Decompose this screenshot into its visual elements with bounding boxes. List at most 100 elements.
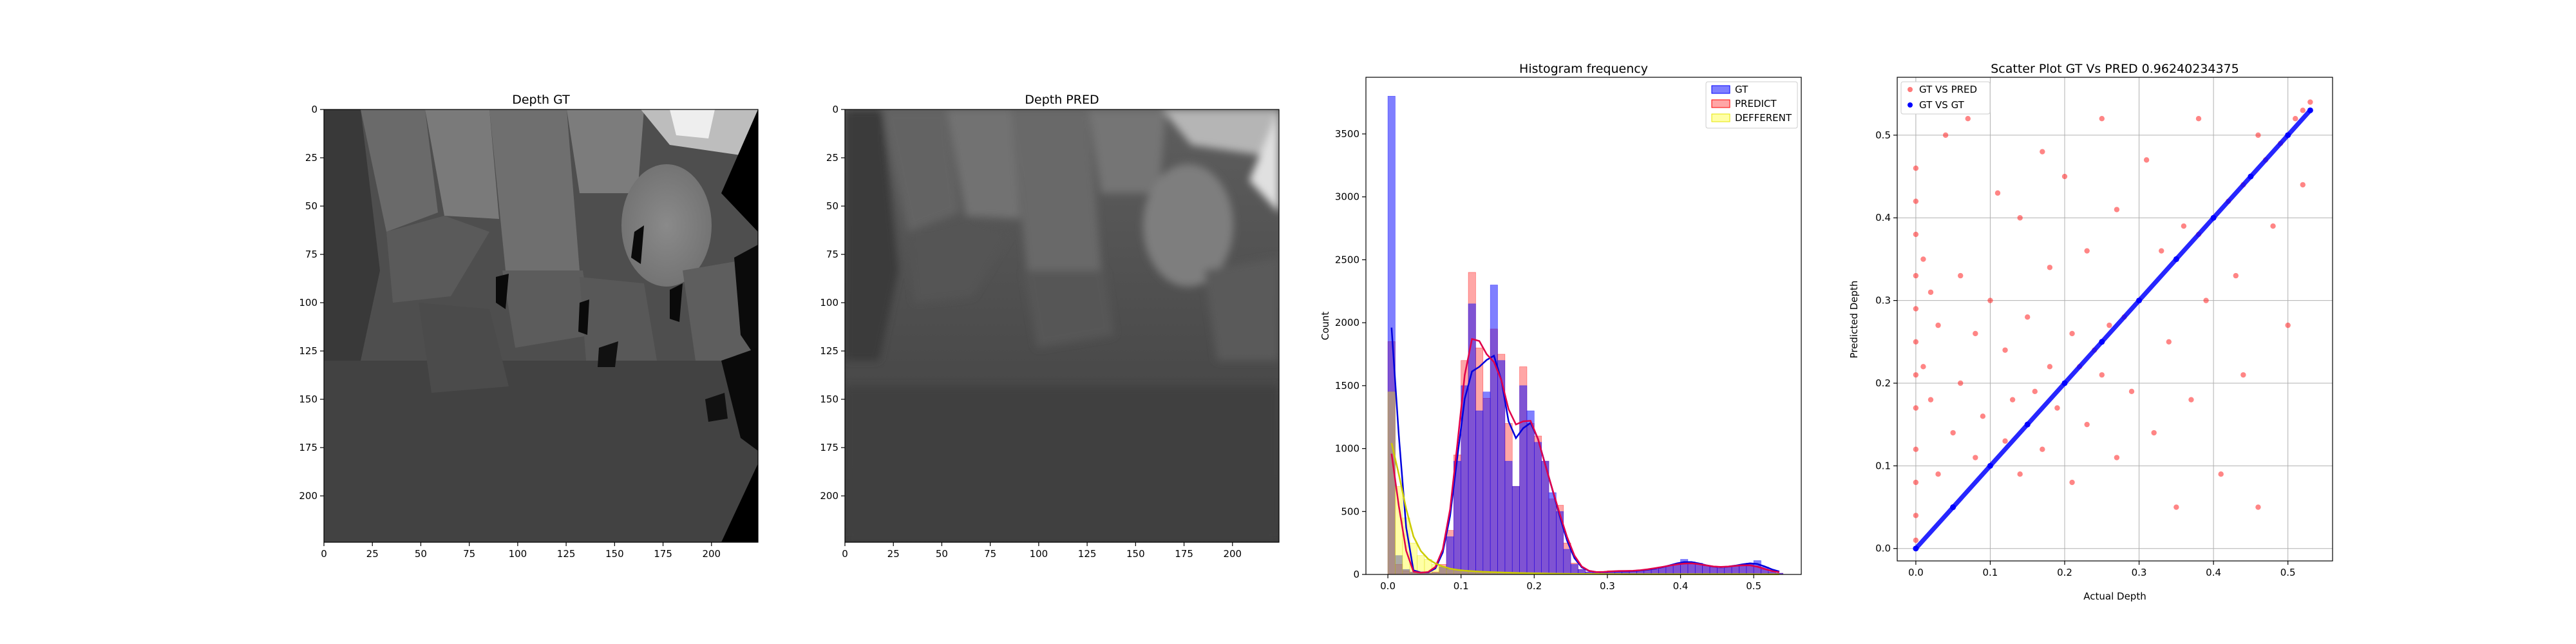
scatter-point-gt-vs-pred: [2107, 322, 2112, 328]
depth-pred-y-tick-label: 75: [826, 249, 838, 260]
scatter-point-gt-vs-pred: [1980, 413, 1986, 419]
scatter-y-tick-label: 0.2: [1875, 377, 1891, 389]
depth-gt-y-tick-label: 175: [299, 442, 317, 453]
depth-gt-title: Depth GT: [512, 93, 570, 107]
histogram-title: Histogram frequency: [1519, 62, 1648, 76]
histogram-x-tick-label: 0.5: [1746, 580, 1761, 592]
hist-bar-gt: [1563, 549, 1571, 575]
depth-gt-y-tick-label: 0: [311, 104, 317, 115]
depth-pred-panel: Depth PRED 0 25 50 75 100 125 150 175 200 0 25 50 7…: [820, 93, 1280, 560]
scatter-point-gt-vs-pred: [1927, 289, 1934, 295]
depth-pred-y-tick-label: 200: [820, 490, 838, 502]
scatter-point-gt-vs-pred: [2255, 504, 2261, 510]
depth-pred-x-tick-label: 100: [1030, 548, 1048, 560]
scatter-point-gt-vs-pred: [2300, 108, 2306, 113]
depth-gt-x-tick-label: 100: [509, 548, 527, 560]
scatter-point-gt-vs-pred: [2002, 347, 2008, 353]
legend-label-gt-vs-gt: GT VS GT: [1919, 99, 1965, 111]
depth-pred-y-tick-label: 125: [820, 345, 838, 357]
hist-bar-gt: [1490, 285, 1498, 575]
scatter-point-gt-vs-pred: [1994, 190, 2001, 196]
scatter-point-gt-vs-gt: [2061, 380, 2068, 386]
histogram-y-tick-label: 2500: [1335, 254, 1359, 265]
depth-pred-x-tick-label: 175: [1175, 548, 1193, 560]
scatter-grid: [1897, 77, 2333, 561]
depth-gt-x-tick-label: 0: [321, 548, 327, 560]
depth-gt-y-tick-label: 200: [299, 490, 317, 502]
scatter-y-tick-label: 0.1: [1875, 460, 1891, 471]
scatter-point-gt-vs-pred: [2032, 388, 2038, 395]
scatter-legend: GT VS PRED GT VS GT: [1900, 81, 1991, 115]
scatter-point-gt-vs-pred: [2009, 397, 2016, 402]
kde-curve-predict: [1390, 337, 1780, 574]
scatter-point-gt-vs-pred: [2188, 397, 2194, 402]
legend-swatch-defferent: [1711, 113, 1730, 122]
scatter-point-gt-vs-pred: [2017, 215, 2023, 221]
depth-pred-y-tick-label: 175: [820, 442, 838, 453]
histogram-y-tick-label: 1000: [1335, 443, 1359, 455]
scatter-point-gt-vs-pred: [1913, 479, 1919, 486]
scatter-x-tick-label: 0.4: [2206, 567, 2221, 578]
histogram-bars: [1387, 96, 1783, 575]
depth-gt-y-tick-label: 75: [305, 249, 317, 260]
scatter-point-gt-vs-pred: [2002, 438, 2008, 444]
depth-pred-y-tick-label: 50: [826, 200, 838, 212]
hist-bar-gt: [1709, 566, 1718, 575]
scatter-y-label: Predicted Depth: [1848, 281, 1860, 359]
scatter-point-gt-vs-gt: [1987, 462, 1993, 469]
scatter-point-gt-vs-pred: [2047, 364, 2053, 370]
depth-pred-y-tick-label: 150: [820, 393, 838, 405]
scatter-point-gt-vs-pred: [1942, 132, 1949, 138]
depth-gt-x-tick-label: 200: [702, 548, 721, 560]
scatter-point-gt-vs-pred: [1913, 166, 1919, 171]
scatter-point-gt-vs-pred: [1950, 430, 1956, 436]
depth-gt-y-tick-label: 50: [305, 200, 317, 212]
depth-gt-y-tick-label: 100: [299, 297, 317, 308]
scatter-point-gt-vs-gt: [2099, 339, 2105, 345]
scatter-point-gt-vs-pred: [2069, 330, 2075, 337]
scatter-point-gt-vs-pred: [2307, 99, 2313, 105]
scatter-x-label: Actual Depth: [2083, 591, 2146, 602]
scatter-point-gt-vs-pred: [2143, 157, 2150, 163]
legend-label-defferent: DEFFERENT: [1735, 112, 1792, 124]
hist-bar-gt: [1665, 565, 1674, 575]
scatter-x-tick-label: 0.0: [1908, 567, 1924, 578]
scatter-points-gt-vs-gt: [1913, 107, 2313, 552]
hist-bar-gt: [1482, 392, 1491, 575]
scatter-point-gt-vs-pred: [2270, 223, 2276, 229]
histogram-y-tick-label: 3500: [1335, 128, 1359, 140]
depth-gt-y-tick-label: 150: [299, 393, 317, 405]
scatter-panel: Scatter Plot GT Vs PRED 0.96240234375 0.…: [1848, 62, 2333, 602]
scatter-title: Scatter Plot GT Vs PRED 0.96240234375: [1991, 62, 2239, 76]
depth-pred-title: Depth PRED: [1025, 93, 1099, 107]
hist-bar-gt: [1702, 565, 1710, 575]
depth-pred-x-tick-label: 25: [887, 548, 900, 560]
scatter-point-gt-vs-gt: [2285, 132, 2291, 138]
scatter-point-gt-vs-pred: [2084, 421, 2090, 428]
histogram-x-axis: 0.0 0.1 0.2 0.3 0.4 0.5: [1380, 574, 1761, 592]
scatter-point-gt-vs-pred: [1913, 372, 1919, 378]
hist-bar-gt: [1731, 565, 1739, 575]
scatter-point-gt-vs-gt: [2307, 107, 2313, 113]
scatter-point-gt-vs-pred: [1913, 446, 1919, 452]
scatter-point-gt-vs-pred: [1913, 513, 1919, 518]
scatter-x-tick-label: 0.2: [2057, 567, 2072, 578]
hist-bar-gt: [1468, 303, 1476, 575]
scatter-point-gt-vs-pred: [2114, 207, 2120, 213]
depth-gt-y-tick-label: 125: [299, 345, 317, 357]
scatter-point-gt-vs-pred: [2166, 339, 2172, 345]
scatter-y-axis: 0.0 0.1 0.2 0.3 0.4 0.5: [1875, 129, 1897, 554]
scatter-point-gt-vs-pred: [2300, 182, 2306, 188]
scatter-point-gt-vs-gt: [2248, 173, 2254, 180]
depth-gt-x-tick-label: 50: [415, 548, 427, 560]
histogram-y-tick-label: 2000: [1335, 317, 1359, 328]
scatter-point-gt-vs-gt: [1913, 545, 1919, 552]
hist-bar-gt: [1724, 566, 1732, 575]
scatter-point-gt-vs-pred: [2174, 504, 2179, 510]
scatter-point-gt-vs-pred: [2181, 223, 2187, 229]
histogram-x-tick-label: 0.2: [1526, 580, 1542, 592]
histogram-y-tick-label: 1500: [1335, 380, 1359, 392]
hist-bar-gt: [1526, 410, 1535, 575]
hist-bar-gt: [1541, 460, 1549, 575]
scatter-point-gt-vs-pred: [1913, 272, 1919, 279]
